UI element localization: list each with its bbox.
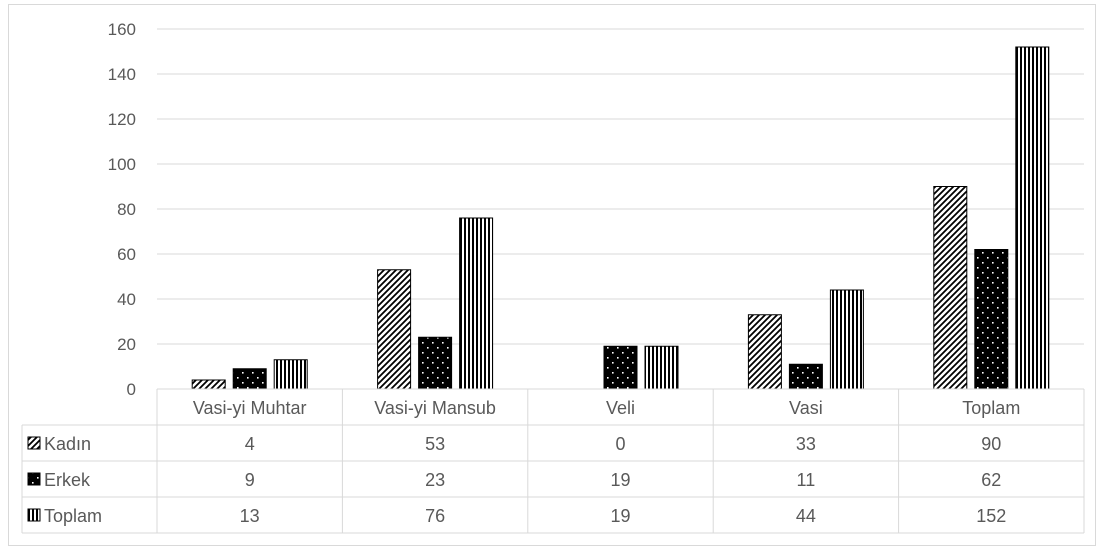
data-label: 90 [981,434,1001,454]
bar-erkek [974,249,1009,390]
data-label: 13 [240,506,260,526]
legend-label: Erkek [44,470,91,490]
category-label: Vasi-yi Muhtar [193,398,307,418]
y-tick-label: 60 [117,245,136,264]
y-tick-label: 0 [127,380,136,399]
data-label: 11 [797,470,816,490]
y-tick-label: 80 [117,200,136,219]
data-label: 62 [981,470,1001,490]
bar-toplam [459,217,494,390]
data-label: 0 [615,434,625,454]
legend-key-kadın [27,436,41,450]
legend-label: Kadın [44,434,91,454]
bar-toplam [273,359,308,390]
legend-key-erkek [27,472,41,486]
bar-toplam [829,289,864,390]
y-tick-label: 140 [108,65,136,84]
category-label: Toplam [962,398,1020,418]
data-label: 19 [610,506,630,526]
data-label: 4 [245,434,255,454]
y-tick-label: 120 [108,110,136,129]
legend-key-toplam [27,508,41,522]
y-tick-label: 40 [117,290,136,309]
category-label: Veli [606,398,635,418]
y-tick-label: 100 [108,155,136,174]
data-label: 76 [425,506,445,526]
bar-erkek [418,336,453,390]
bar-kadın [191,379,226,390]
bar-kadın [933,186,968,390]
category-label: Vasi [789,398,823,418]
bar-erkek [788,363,823,390]
bar-erkek [603,345,638,390]
category-label: Vasi-yi Mansub [374,398,496,418]
data-label: 44 [796,506,816,526]
data-label: 53 [425,434,445,454]
bar-erkek [232,368,267,390]
y-tick-label: 160 [108,20,136,39]
y-tick-label: 20 [117,335,136,354]
chart-frame [8,4,1096,546]
legend-label: Toplam [44,506,102,526]
bar-toplam [1015,46,1050,390]
data-label: 152 [976,506,1006,526]
data-label: 23 [425,470,445,490]
data-label: 19 [610,470,630,490]
bar-kadın [377,269,412,390]
data-label: 9 [245,470,255,490]
bar-kadın [747,314,782,390]
bar-toplam [644,345,679,390]
data-label: 33 [796,434,816,454]
